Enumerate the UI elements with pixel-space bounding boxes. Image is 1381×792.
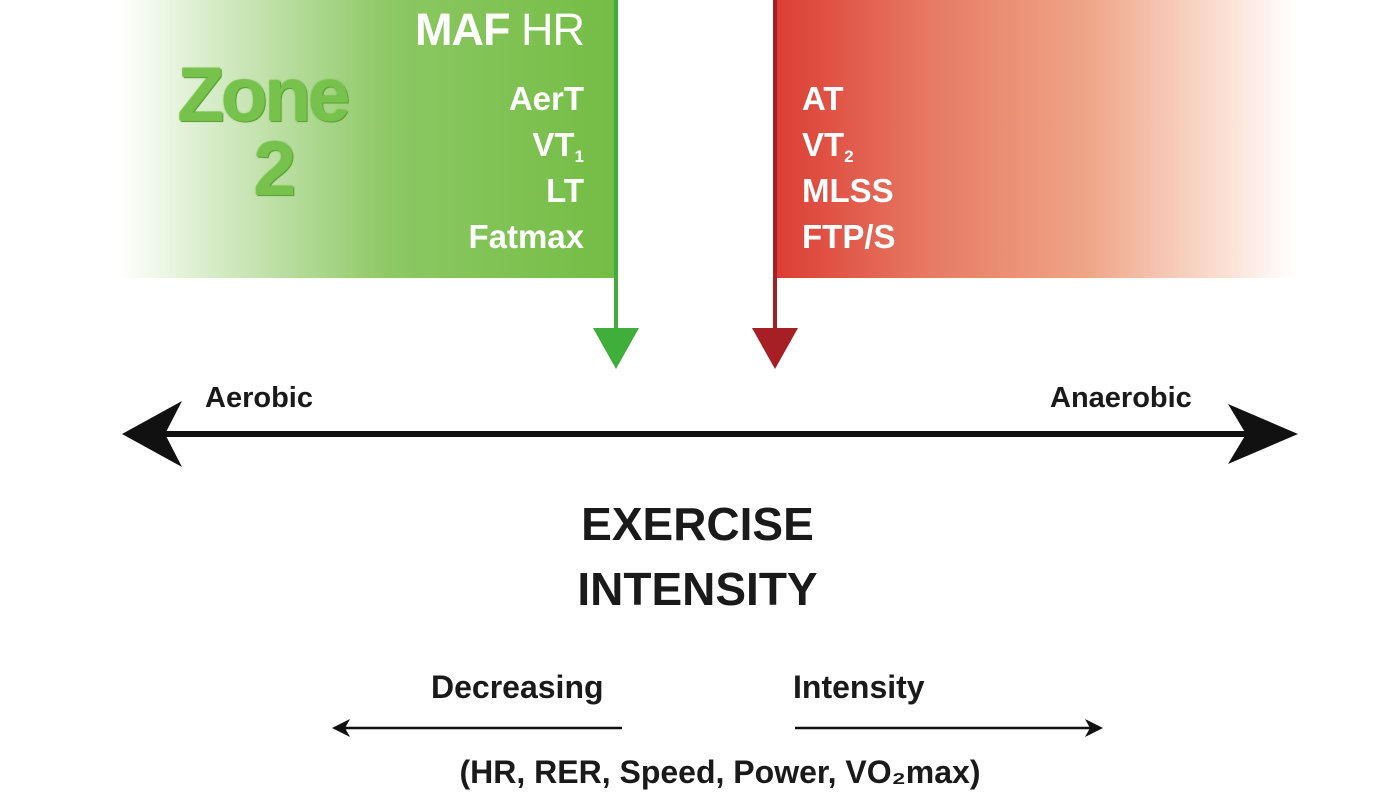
anaerobic-zone-panel <box>775 0 1295 278</box>
anaerobic-threshold-item: FTP/S <box>802 214 896 260</box>
threshold-name: FTP/S <box>802 218 896 255</box>
anaerobic-threshold-item: VT2 <box>802 122 896 168</box>
aerobic-threshold-item: VT1 <box>468 122 584 168</box>
zone-number: 2 <box>254 127 297 212</box>
threshold-name: AT <box>802 80 844 117</box>
aerobic-threshold-item: AerT <box>468 76 584 122</box>
anaerobic-threshold-item: MLSS <box>802 168 896 214</box>
threshold-name: VT <box>802 126 845 163</box>
anaerobic-threshold-list: AT VT2 MLSS FTP/S <box>802 76 896 260</box>
maf-title-light: HR <box>521 4 585 55</box>
aerobic-zone-panel <box>118 0 615 278</box>
aerobic-threshold-item: Fatmax <box>468 214 584 260</box>
axis-right-arrowhead <box>1228 404 1298 464</box>
maf-hr-title: MAF HR <box>415 4 585 56</box>
anaerobic-threshold-item: AT <box>802 76 896 122</box>
threshold-name: LT <box>546 172 584 209</box>
heading-line-2: INTENSITY <box>577 563 818 615</box>
intensity-measures: (HR, RER, Speed, Power, VO₂max) <box>459 754 981 790</box>
axis-left-arrowhead <box>122 401 182 467</box>
threshold-subscript: 2 <box>844 147 854 166</box>
maf-title-bold: MAF <box>415 4 510 55</box>
heading-line-1: EXERCISE <box>581 498 814 550</box>
threshold-name: VT <box>532 126 575 163</box>
threshold-name: Fatmax <box>468 218 584 255</box>
threshold-name: AerT <box>508 80 584 117</box>
aerobic-threshold-item: LT <box>468 168 584 214</box>
decreasing-arrowhead <box>332 719 350 737</box>
threshold-subscript: 1 <box>574 147 584 166</box>
intensity-label: Intensity <box>793 669 925 705</box>
threshold-name: MLSS <box>802 172 894 209</box>
diagram-arrows <box>122 0 1298 737</box>
decreasing-label: Decreasing <box>431 669 604 705</box>
anaerobic-label: Anaerobic <box>1050 382 1192 414</box>
aerobic-label: Aerobic <box>205 382 313 414</box>
aerobic-threshold-arrowhead <box>593 328 639 369</box>
aerobic-threshold-list: AerT VT1 LT Fatmax <box>468 76 584 260</box>
zone-label: Zone <box>178 53 351 138</box>
increasing-arrowhead <box>1085 719 1103 737</box>
anaerobic-threshold-arrowhead <box>752 328 798 369</box>
